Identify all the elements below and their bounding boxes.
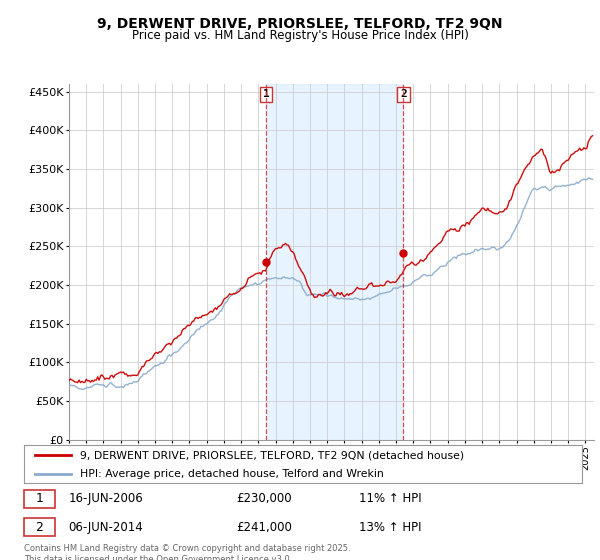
- Text: HPI: Average price, detached house, Telford and Wrekin: HPI: Average price, detached house, Telf…: [80, 469, 383, 479]
- Text: 13% ↑ HPI: 13% ↑ HPI: [359, 520, 421, 534]
- Text: Contains HM Land Registry data © Crown copyright and database right 2025.
This d: Contains HM Land Registry data © Crown c…: [24, 544, 350, 560]
- FancyBboxPatch shape: [24, 518, 55, 536]
- FancyBboxPatch shape: [24, 490, 55, 508]
- Text: £230,000: £230,000: [236, 492, 292, 505]
- Text: 16-JUN-2006: 16-JUN-2006: [68, 492, 143, 505]
- Text: 06-JUN-2014: 06-JUN-2014: [68, 520, 143, 534]
- Text: £241,000: £241,000: [236, 520, 292, 534]
- Bar: [266, 84, 403, 440]
- Text: 2: 2: [35, 520, 43, 534]
- Text: 2: 2: [400, 90, 407, 99]
- Text: Price paid vs. HM Land Registry's House Price Index (HPI): Price paid vs. HM Land Registry's House …: [131, 29, 469, 42]
- Text: 9, DERWENT DRIVE, PRIORSLEE, TELFORD, TF2 9QN: 9, DERWENT DRIVE, PRIORSLEE, TELFORD, TF…: [97, 17, 503, 31]
- Text: 1: 1: [263, 90, 269, 99]
- Text: 11% ↑ HPI: 11% ↑ HPI: [359, 492, 421, 505]
- Text: 9, DERWENT DRIVE, PRIORSLEE, TELFORD, TF2 9QN (detached house): 9, DERWENT DRIVE, PRIORSLEE, TELFORD, TF…: [80, 450, 464, 460]
- Text: 1: 1: [35, 492, 43, 505]
